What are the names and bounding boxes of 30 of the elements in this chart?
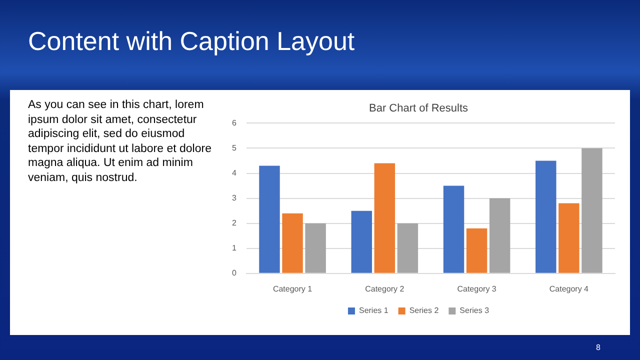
bar [582, 148, 602, 273]
bar [443, 186, 464, 273]
bar [374, 163, 396, 273]
bar [558, 203, 580, 273]
bar [305, 223, 326, 273]
y-tick-label: 0 [232, 268, 237, 278]
legend-label: Series 1 [358, 306, 389, 316]
y-tick-label: 2 [232, 218, 237, 228]
bar [282, 213, 303, 273]
y-tick-label: 6 [232, 118, 237, 128]
bar [259, 166, 280, 273]
text: Content with Caption Layout [28, 26, 355, 57]
bar [397, 223, 418, 273]
legend-label: Series 2 [409, 306, 440, 316]
legend-label: Series 3 [460, 306, 490, 316]
x-tick-label: Category 1 [272, 284, 313, 294]
x-tick-label: Category 2 [365, 284, 405, 294]
chart-title: Bar Chart of Results [368, 102, 469, 115]
bar [351, 210, 372, 273]
bar [466, 228, 488, 273]
y-tick-label: 5 [232, 143, 237, 152]
y-tick-label: 4 [232, 168, 237, 178]
x-tick-label: Category 4 [549, 284, 590, 294]
text: 8 [596, 343, 600, 352]
text: As you can see in this chart, lorem ipsum dolor sit amet, consectetur adipiscing elit, sed do eiusmod tempor incididunt ut labore et dolore magna aliqua. Ut enim ad minim veniam, quis nostrud. [28, 98, 212, 185]
y-tick-label: 1 [232, 244, 237, 253]
bar [489, 198, 510, 273]
x-tick-label: Category 3 [457, 284, 497, 294]
y-tick-label: 3 [232, 194, 237, 203]
bar [536, 160, 556, 273]
